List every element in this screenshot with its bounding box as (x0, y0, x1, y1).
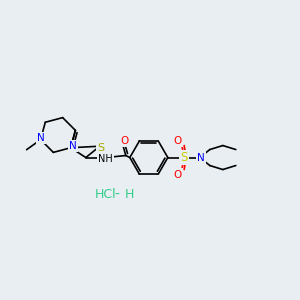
Text: O: O (121, 136, 129, 146)
Text: H: H (125, 188, 134, 202)
Text: N: N (197, 152, 205, 163)
Text: N: N (69, 141, 76, 151)
Text: O: O (174, 136, 182, 146)
Text: O: O (174, 169, 182, 179)
Text: S: S (180, 151, 188, 164)
Text: N: N (37, 133, 44, 143)
Text: HCl: HCl (95, 188, 117, 202)
Text: S: S (97, 143, 104, 153)
Text: NH: NH (98, 154, 113, 164)
Text: -: - (115, 188, 119, 202)
